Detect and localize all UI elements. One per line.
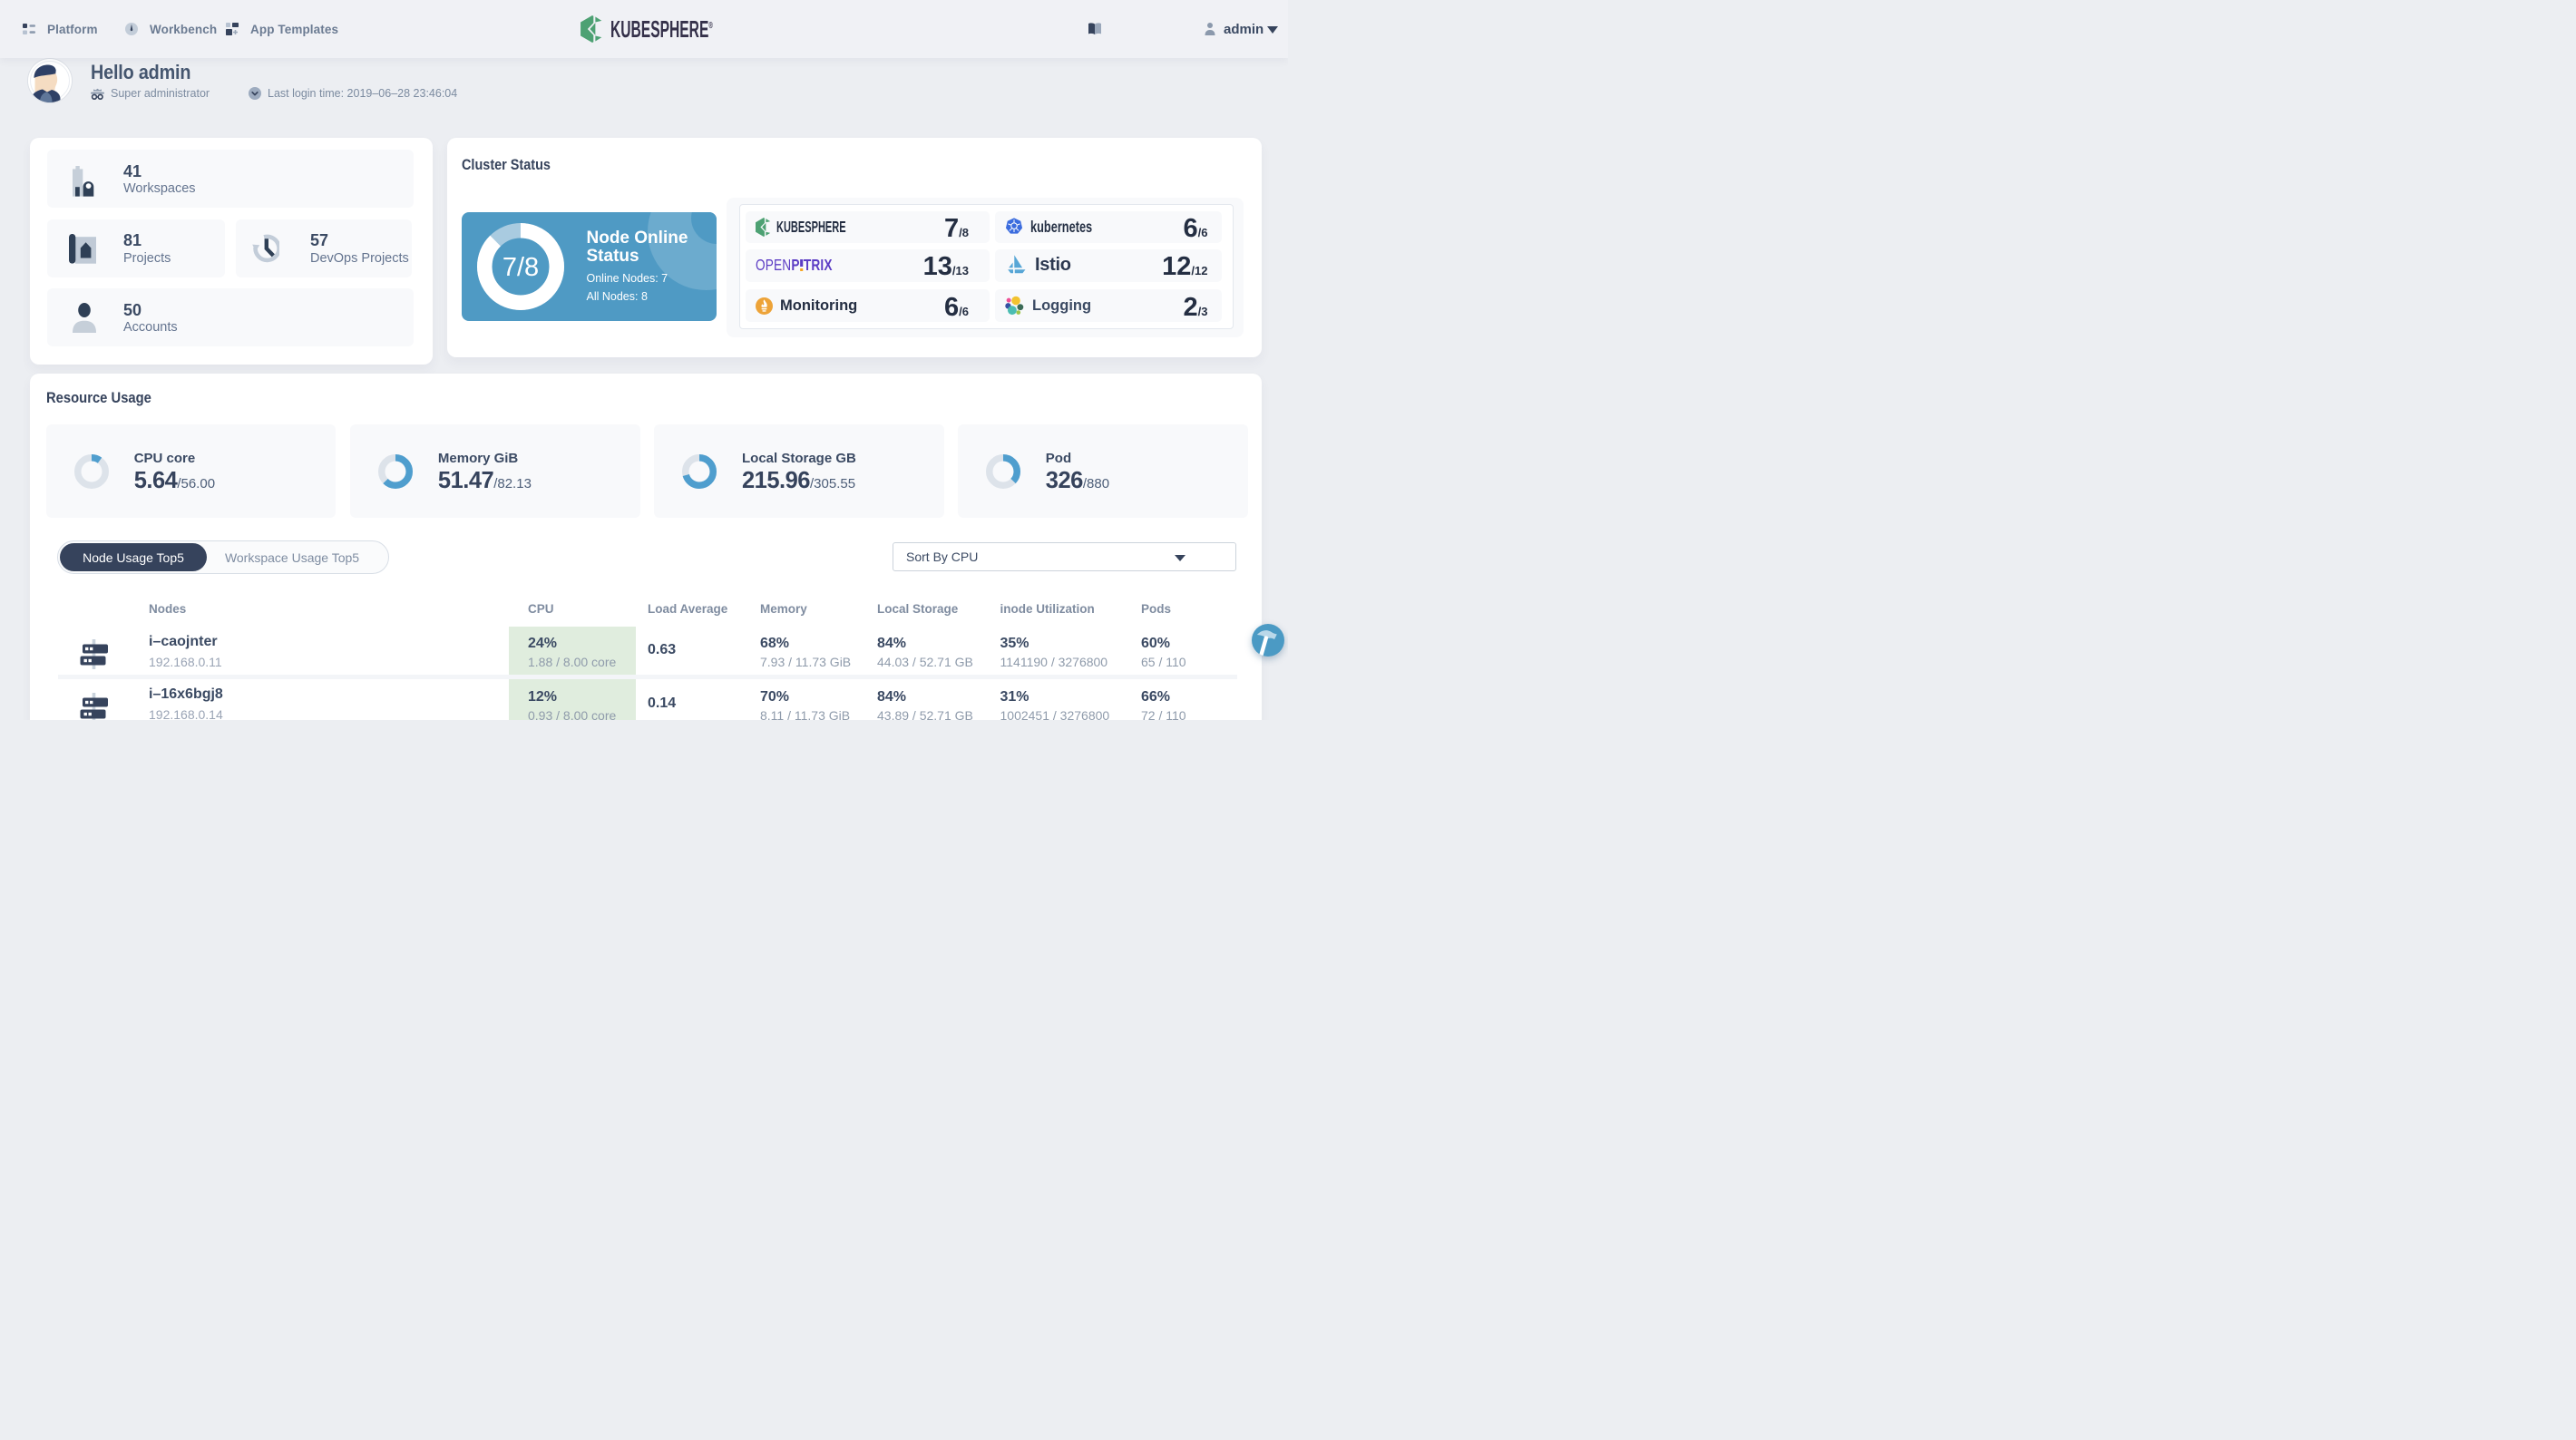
svg-text:7/8: 7/8 bbox=[502, 253, 538, 282]
